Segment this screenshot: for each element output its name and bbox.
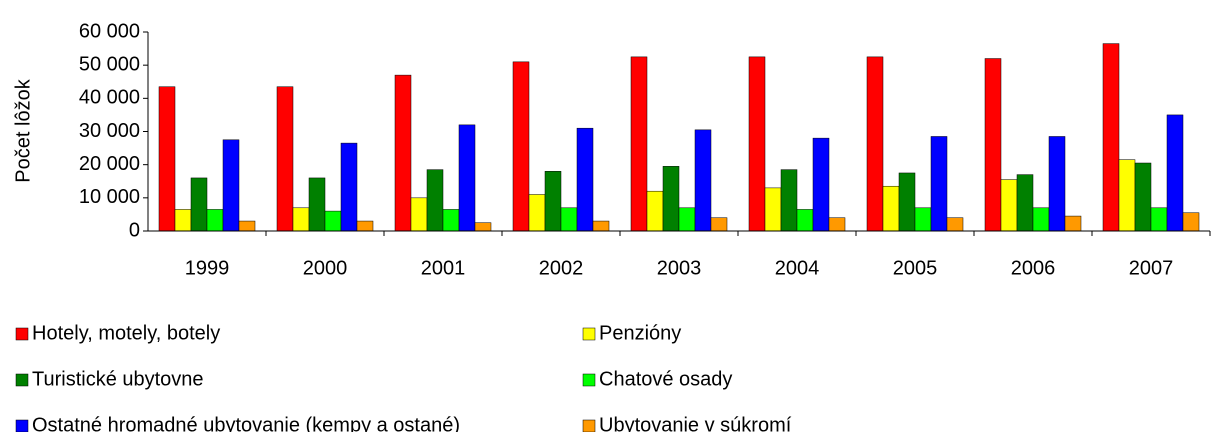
x-tick-label: 2003: [657, 257, 702, 279]
bar: [308, 177, 326, 232]
bar: [748, 56, 766, 232]
bar: [678, 207, 696, 232]
bar: [930, 136, 948, 232]
bar: [1102, 43, 1120, 232]
y-tick-label: 60 000: [79, 20, 140, 42]
bar: [898, 172, 916, 232]
bar: [292, 207, 310, 232]
bar: [630, 56, 648, 232]
bar: [1150, 207, 1168, 232]
x-tick-label: 2005: [893, 257, 938, 279]
x-tick-label: 2001: [421, 257, 466, 279]
bar: [946, 217, 964, 232]
bar: [528, 194, 546, 232]
bar: [576, 127, 594, 232]
bar: [174, 209, 192, 232]
bar: [560, 207, 578, 232]
legend-label: Ostatné hromadné ubytovanie (kempy a ost…: [32, 414, 460, 432]
legend-label: Hotely, motely, botely: [32, 322, 220, 344]
bar: [544, 171, 562, 232]
bar: [190, 177, 208, 232]
bar: [1166, 114, 1184, 232]
x-tick-label: 1999: [185, 257, 230, 279]
bar: [474, 222, 492, 232]
bar: [828, 217, 846, 232]
bar: [984, 58, 1002, 232]
bar: [812, 137, 830, 232]
legend-label: Chatové osady: [599, 368, 732, 390]
bar: [206, 209, 224, 232]
y-tick-label: 10 000: [79, 186, 140, 208]
bar: [158, 86, 176, 232]
bar: [646, 190, 664, 232]
bar: [1048, 136, 1066, 232]
y-tick-label: 0: [129, 219, 140, 241]
legend-label: Penzióny: [599, 322, 681, 344]
bar: [222, 139, 240, 232]
bar: [238, 220, 256, 232]
bar: [1118, 159, 1136, 232]
bar: [458, 124, 476, 232]
legend-swatch: [15, 327, 29, 341]
bar: [1064, 215, 1082, 232]
x-tick-label: 2004: [775, 257, 820, 279]
bar: [442, 209, 460, 232]
y-tick-label: 30 000: [79, 120, 140, 142]
bar: [426, 169, 444, 232]
bar: [592, 220, 610, 232]
bar: [780, 169, 798, 232]
legend-swatch: [582, 373, 596, 387]
x-tick-label: 2007: [1129, 257, 1174, 279]
legend-swatch: [582, 327, 596, 341]
bar: [512, 61, 530, 232]
bar: [796, 209, 814, 232]
y-tick-label: 20 000: [79, 153, 140, 175]
y-tick-label: 50 000: [79, 53, 140, 75]
bar: [866, 56, 884, 232]
bar: [1000, 179, 1018, 232]
x-tick-label: 2000: [303, 257, 348, 279]
bar: [694, 129, 712, 232]
bar: [276, 86, 294, 232]
legend-label: Ubytovanie v súkromí: [599, 414, 792, 432]
bar: [1032, 207, 1050, 232]
y-tick-label: 40 000: [79, 87, 140, 109]
bar: [356, 220, 374, 232]
x-tick-label: 2006: [1011, 257, 1056, 279]
bar: [1182, 212, 1200, 232]
x-tick-label: 2002: [539, 257, 584, 279]
bar: [764, 187, 782, 232]
y-axis-label: Počet lôžok: [12, 78, 34, 182]
legend-swatch: [15, 419, 29, 433]
bar: [710, 217, 728, 232]
bar: [1016, 174, 1034, 232]
bar: [914, 207, 932, 232]
legend-swatch: [15, 373, 29, 387]
bar: [410, 197, 428, 232]
bar: [1134, 162, 1152, 232]
bar: [394, 74, 412, 232]
bar: [340, 142, 358, 232]
bar: [662, 166, 680, 232]
legend-swatch: [582, 419, 596, 433]
bar: [324, 210, 342, 232]
legend-label: Turistické ubytovne: [32, 368, 204, 390]
bar: [882, 185, 900, 232]
